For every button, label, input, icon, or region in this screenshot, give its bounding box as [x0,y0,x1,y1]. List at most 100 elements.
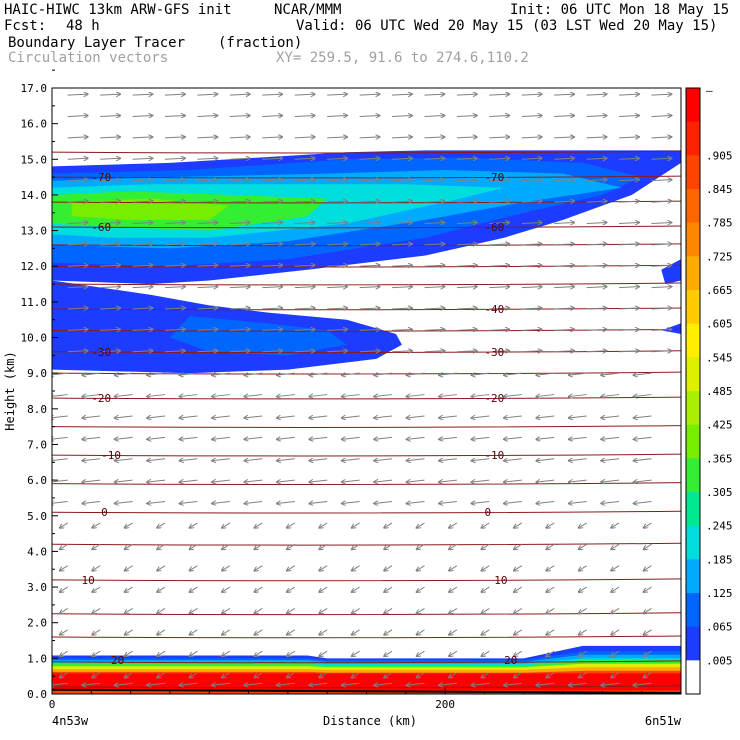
x-tick-label: 200 [435,698,455,711]
contour-label: -40 [484,303,504,316]
wind-vector [449,565,458,571]
wind-vector [287,629,296,635]
wind-vector [319,543,328,549]
wind-vector [197,116,217,117]
wind-vector [147,480,166,482]
wind-vector [309,480,328,482]
wind-vector [359,94,380,95]
wind-vector [319,629,328,635]
wind-vector [424,287,444,288]
wind-vector [424,94,444,95]
wind-vector [569,373,587,375]
wind-vector [579,608,587,613]
wind-vector [489,180,509,181]
wind-vector [392,351,412,352]
wind-vector [619,351,639,352]
isotherm-line [52,578,681,582]
wind-vector [359,180,380,181]
wind-vector [327,329,347,330]
wind-vector [222,586,231,592]
wind-vector [586,329,607,330]
wind-vector [262,137,282,138]
wind-vector [309,373,328,375]
wind-vector [309,437,328,439]
wind-vector [189,672,198,678]
wind-vector [439,395,457,397]
wind-vector [309,502,328,504]
wind-vector [60,608,68,613]
wind-vector [100,180,120,181]
wind-vector [294,265,315,266]
wind-vector [634,683,652,685]
wind-vector [554,265,574,266]
wind-vector [277,373,295,375]
wind-vector [67,116,88,117]
tracer-region-mid-inner [169,316,347,356]
wind-vector [229,137,250,138]
wind-vector [579,650,587,656]
wind-vector [644,629,652,635]
wind-vector [586,222,607,223]
colorbar-label: .905 [706,149,733,162]
wind-vector [132,351,153,352]
wind-vector [554,287,574,288]
colorbar-swatch [686,357,700,392]
wind-vector [416,650,425,656]
wind-vector [651,308,672,309]
wind-vector [100,137,120,138]
wind-vector [244,395,263,397]
wind-vector [294,222,315,223]
wind-vector [294,329,315,330]
contour-label: -30 [484,346,504,359]
wind-vector [309,416,328,418]
wind-vector [254,629,263,635]
y-tick-label: 2.0 [27,617,47,630]
wind-vector [619,116,639,117]
colorbar-label: .665 [706,284,733,297]
wind-vector [514,565,523,571]
wind-vector [82,683,101,685]
wind-vector [287,586,296,592]
y-tick-label: 13.0 [21,225,48,238]
wind-vector [439,459,457,461]
wind-vector [327,222,347,223]
wind-vector [481,522,490,528]
wind-vector [456,116,477,117]
wind-vector [327,94,347,95]
wind-vector [327,244,347,245]
wind-vector [601,416,620,418]
wind-vector [100,201,120,202]
wind-vector [229,265,250,266]
isotherm-line [52,282,681,286]
wind-vector [384,608,393,613]
isotherm-line [52,225,681,229]
wind-vector [546,629,555,635]
wind-vector [132,201,153,202]
wind-vector [546,650,555,656]
wind-vector [439,437,457,439]
colorbar-swatch [686,593,700,628]
wind-vector [521,180,542,181]
wind-vector [586,244,607,245]
wind-vector [392,158,412,159]
wind-vector [554,329,574,330]
wind-vector [229,244,250,245]
wind-vector [456,287,477,288]
wind-vector [611,543,620,549]
wind-vector [132,244,153,245]
wind-vector [569,502,587,504]
wind-vector [644,608,652,613]
wind-vector [392,137,412,138]
wind-vector [416,608,425,613]
wind-vector [327,158,347,159]
wind-vector [244,502,263,504]
wind-vector [244,416,263,418]
wind-vector [222,672,231,678]
wind-vector [52,437,68,439]
isotherm-line [52,453,681,457]
wind-vector [212,459,230,461]
wind-vector [100,329,120,330]
wind-vector [359,137,380,138]
wind-vector [644,543,652,549]
wind-vector [456,222,477,223]
